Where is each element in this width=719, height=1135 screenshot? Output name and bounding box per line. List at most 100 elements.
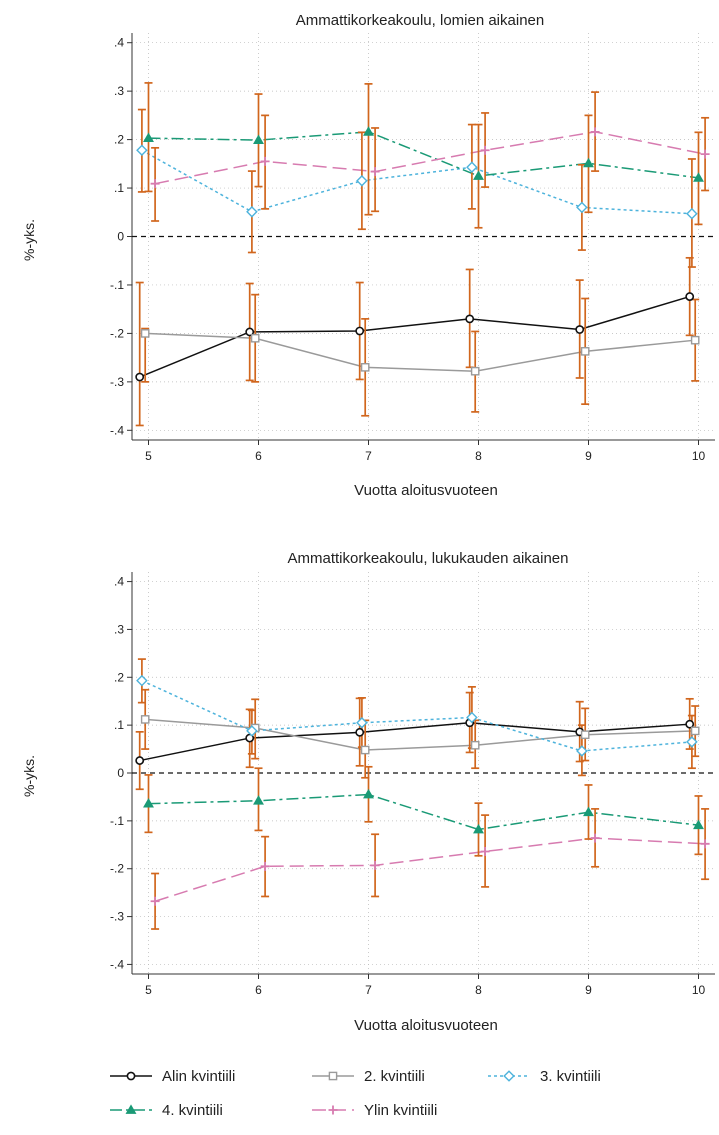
legend-item: 2. kvintiili bbox=[312, 1068, 425, 1085]
series-markers bbox=[136, 144, 698, 220]
data-point bbox=[260, 861, 270, 871]
x-tick-label: 6 bbox=[255, 983, 262, 997]
y-tick-label: -.2 bbox=[110, 326, 124, 340]
data-point bbox=[583, 806, 594, 817]
series-markers bbox=[150, 127, 710, 189]
ci-group bbox=[151, 808, 710, 930]
data-point bbox=[246, 725, 258, 737]
series-line bbox=[141, 679, 692, 752]
legend-item: 3. kvintiili bbox=[488, 1068, 601, 1085]
data-point bbox=[575, 325, 585, 334]
ci-group bbox=[141, 293, 700, 417]
diamond-icon bbox=[503, 1070, 515, 1082]
data-point bbox=[693, 819, 704, 830]
data-point bbox=[356, 716, 368, 729]
y-tick-label: -.4 bbox=[110, 423, 124, 437]
data-point bbox=[135, 372, 145, 382]
top-panel-y-axis-label: %-yks. bbox=[21, 219, 37, 261]
data-point bbox=[590, 833, 600, 843]
legend-item: Ylin kvintiili bbox=[312, 1102, 437, 1119]
series-line bbox=[148, 793, 699, 831]
data-point bbox=[356, 174, 368, 187]
y-tick-label: .2 bbox=[114, 670, 124, 684]
data-point bbox=[480, 846, 490, 856]
data-point bbox=[580, 730, 590, 740]
series-line bbox=[145, 332, 696, 372]
legend-label: Ylin kvintiili bbox=[364, 1102, 437, 1119]
data-point bbox=[360, 363, 370, 372]
ci-group bbox=[135, 691, 694, 791]
triangle-icon bbox=[125, 1104, 137, 1114]
data-point bbox=[370, 860, 380, 870]
data-point bbox=[693, 172, 704, 182]
legend: Alin kvintiili 2. kvintiili 3. kvintiili 4.… bbox=[110, 1068, 601, 1119]
ci-group bbox=[144, 82, 703, 229]
data-point bbox=[470, 366, 480, 376]
data-point bbox=[466, 161, 478, 174]
x-tick-label: 5 bbox=[145, 983, 152, 997]
y-tick-label: -.2 bbox=[110, 862, 124, 876]
y-tick-label: .2 bbox=[114, 133, 124, 147]
series-line bbox=[139, 721, 690, 762]
series-markers bbox=[140, 329, 700, 376]
x-tick-label: 7 bbox=[365, 449, 372, 463]
top-panel-title: Ammattikorkeakoulu, lomien aikainen bbox=[296, 12, 544, 29]
series-markers bbox=[136, 674, 698, 757]
x-tick-label: 8 bbox=[475, 449, 482, 463]
legend-label: 3. kvintiili bbox=[540, 1068, 601, 1085]
series-line bbox=[148, 131, 699, 179]
y-tick-label: .3 bbox=[114, 84, 124, 98]
data-point bbox=[470, 740, 480, 750]
bottom-panel-y-axis-label: %-yks. bbox=[21, 755, 37, 797]
data-point bbox=[355, 727, 365, 737]
x-tick-label: 10 bbox=[692, 449, 706, 463]
data-point bbox=[363, 126, 374, 136]
data-point bbox=[700, 839, 710, 849]
data-point bbox=[466, 711, 478, 724]
square-icon bbox=[328, 1071, 338, 1081]
series-line bbox=[154, 131, 706, 185]
x-tick-label: 7 bbox=[365, 983, 372, 997]
y-tick-label: -.3 bbox=[110, 375, 124, 389]
data-point bbox=[250, 333, 260, 343]
x-tick-label: 5 bbox=[145, 449, 152, 463]
data-point bbox=[150, 896, 160, 906]
data-point bbox=[473, 170, 484, 180]
bottom-panel-title: Ammattikorkeakoulu, lukukauden aikainen bbox=[288, 550, 569, 567]
y-tick-label: -.1 bbox=[110, 814, 124, 828]
series-line bbox=[139, 295, 690, 378]
data-point bbox=[690, 726, 700, 736]
series-markers bbox=[143, 126, 704, 182]
legend-label: 2. kvintiili bbox=[364, 1068, 425, 1085]
series-markers bbox=[135, 292, 695, 382]
y-tick-label: .1 bbox=[114, 181, 124, 195]
x-tick-label: 9 bbox=[585, 449, 592, 463]
data-point bbox=[700, 149, 710, 159]
series-markers bbox=[140, 715, 700, 755]
y-tick-label: -.3 bbox=[110, 910, 124, 924]
data-point bbox=[465, 314, 475, 324]
data-point bbox=[140, 715, 150, 724]
data-point bbox=[370, 167, 380, 177]
data-point bbox=[253, 795, 264, 805]
bottom-panel: Ammattikorkeakoulu, lukukauden aikainen … bbox=[21, 550, 715, 1034]
data-point bbox=[150, 179, 160, 189]
data-point bbox=[590, 127, 600, 137]
data-point bbox=[686, 207, 698, 220]
legend-item: Alin kvintiili bbox=[110, 1068, 235, 1085]
top-panel: Ammattikorkeakoulu, lomien aikainen %-yk… bbox=[21, 12, 715, 499]
data-point bbox=[685, 292, 695, 301]
series-markers bbox=[135, 718, 695, 765]
ci-group bbox=[135, 256, 694, 427]
series-markers bbox=[143, 788, 704, 834]
y-tick-label: .3 bbox=[114, 622, 124, 636]
plus-icon bbox=[328, 1105, 338, 1115]
series-line bbox=[141, 149, 692, 215]
data-point bbox=[143, 132, 154, 143]
y-tick-label: 0 bbox=[117, 766, 124, 780]
data-point bbox=[245, 327, 255, 337]
ci-group bbox=[137, 658, 696, 777]
series-line bbox=[145, 718, 696, 751]
top-panel-x-axis-label: Vuotta aloitusvuoteen bbox=[354, 482, 498, 499]
